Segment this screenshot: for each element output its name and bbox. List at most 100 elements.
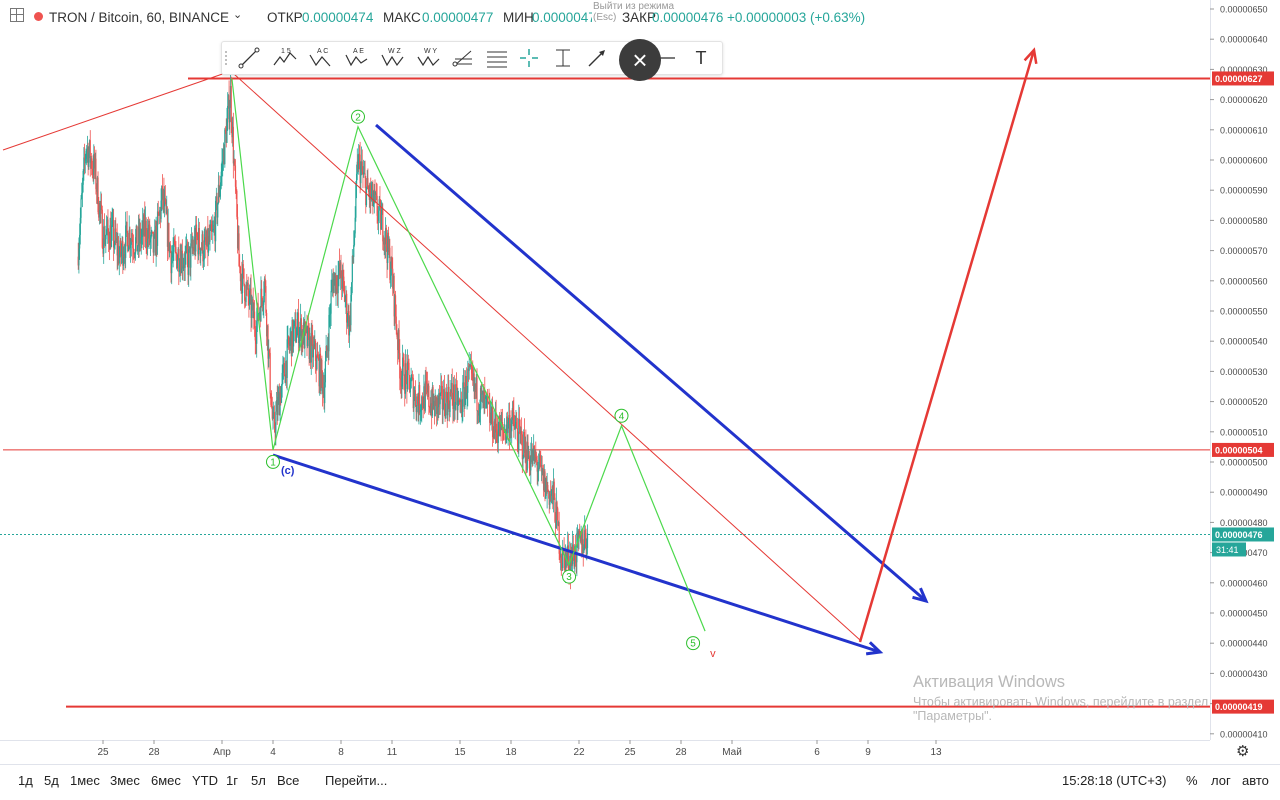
candle-body bbox=[417, 404, 419, 414]
close-button[interactable]: × bbox=[619, 39, 661, 81]
candle-body bbox=[123, 254, 125, 258]
candle-body bbox=[445, 391, 448, 399]
candle-body bbox=[550, 490, 552, 496]
candle-body bbox=[166, 210, 168, 214]
candle-body bbox=[82, 171, 84, 185]
candle-body bbox=[191, 239, 193, 249]
auto-scale-toggle[interactable]: авто bbox=[1242, 773, 1269, 788]
elliott-triple-combo-icon[interactable]: W Y bbox=[414, 44, 444, 72]
range-3m[interactable]: 3мес bbox=[110, 773, 140, 788]
candle-body bbox=[446, 398, 448, 416]
horizontal-line-icon[interactable] bbox=[652, 44, 682, 72]
log-scale-toggle[interactable]: лог bbox=[1211, 773, 1231, 788]
candle-body bbox=[212, 228, 215, 230]
clock-timezone[interactable]: 15:28:18 (UTC+3) bbox=[1062, 773, 1167, 788]
parallel-channel-icon[interactable] bbox=[482, 44, 512, 72]
elliott-triangle-icon[interactable]: A E bbox=[342, 44, 372, 72]
elliott-correction-icon[interactable]: A C bbox=[306, 44, 336, 72]
text-icon[interactable]: T bbox=[695, 47, 707, 68]
candle-body bbox=[171, 255, 174, 258]
candle-body bbox=[213, 224, 215, 229]
goto-date-button[interactable]: Перейти... bbox=[325, 773, 388, 788]
candle-body bbox=[511, 408, 514, 421]
candle-body bbox=[136, 225, 138, 252]
range-6m[interactable]: 6мес bbox=[151, 773, 181, 788]
symbol-title[interactable]: TRON / Bitcoin, 60, BINANCE bbox=[49, 10, 230, 25]
candle-body bbox=[380, 214, 382, 230]
range-1y[interactable]: 1г bbox=[226, 773, 238, 788]
candle-body bbox=[530, 449, 533, 457]
chevron-down-icon[interactable]: ⌄ bbox=[233, 9, 243, 21]
candle-body bbox=[491, 404, 493, 423]
candle-body bbox=[284, 375, 286, 383]
trend-line-icon[interactable] bbox=[234, 44, 264, 72]
candle-body bbox=[529, 468, 531, 471]
wave-point-label: 3 bbox=[566, 572, 572, 583]
drag-handle-icon[interactable] bbox=[224, 50, 228, 66]
candle-body bbox=[461, 411, 463, 413]
range-5y[interactable]: 5л bbox=[251, 773, 266, 788]
candle-body bbox=[462, 382, 464, 412]
candle-body bbox=[510, 424, 512, 432]
watermark-text: Чтобы активировать Windows, перейдите в … bbox=[913, 695, 1209, 723]
range-5d[interactable]: 5д bbox=[44, 773, 59, 788]
candle-body bbox=[305, 326, 307, 328]
candle-body bbox=[232, 126, 234, 138]
candle-body bbox=[573, 557, 575, 567]
fib-retracement-icon[interactable] bbox=[448, 44, 478, 72]
candle-body bbox=[170, 252, 172, 274]
candle-body bbox=[104, 239, 106, 245]
candle-body bbox=[538, 454, 540, 468]
candle-body bbox=[269, 352, 271, 394]
y-tick-label: 0.00000550 bbox=[1220, 307, 1268, 317]
candle-body bbox=[324, 382, 326, 404]
candle-body bbox=[450, 383, 453, 393]
elliott-double-combo-icon[interactable]: W Z bbox=[378, 44, 408, 72]
candle-body bbox=[219, 190, 221, 197]
candle-body bbox=[404, 363, 407, 394]
candle-body bbox=[465, 375, 467, 392]
candle-body bbox=[331, 279, 334, 283]
candle-body bbox=[166, 210, 169, 247]
candle-body bbox=[250, 288, 252, 318]
candle-body bbox=[268, 349, 270, 359]
candle-body bbox=[403, 360, 405, 390]
x-tick-label: 18 bbox=[505, 747, 517, 758]
candle-body bbox=[401, 375, 403, 387]
chart-menu-icon[interactable] bbox=[10, 8, 24, 22]
range-1m[interactable]: 1мес bbox=[70, 773, 100, 788]
candle-body bbox=[303, 322, 305, 349]
crosshair-icon[interactable] bbox=[514, 44, 544, 72]
x-tick-label: 11 bbox=[387, 747, 398, 758]
gear-icon[interactable]: ⚙ bbox=[1236, 743, 1250, 760]
candle-body bbox=[253, 311, 255, 319]
candle-body bbox=[426, 381, 428, 385]
candle-body bbox=[81, 193, 83, 199]
candle-body bbox=[453, 384, 455, 409]
candle-body bbox=[373, 189, 375, 202]
candle-body bbox=[267, 325, 269, 359]
y-tick-label: 0.00000410 bbox=[1220, 729, 1268, 739]
elliott-impulse-icon[interactable]: 1 5 bbox=[270, 44, 300, 72]
range-ytd[interactable]: YTD bbox=[192, 773, 218, 788]
candle-body bbox=[343, 285, 346, 302]
candle-body bbox=[406, 361, 409, 389]
close-dot-icon bbox=[34, 12, 43, 21]
y-tick-label: 0.00000640 bbox=[1220, 35, 1268, 45]
candle-body bbox=[343, 276, 345, 286]
candle-body bbox=[198, 227, 200, 249]
price-range-icon[interactable] bbox=[548, 44, 578, 72]
range-1d[interactable]: 1д bbox=[18, 773, 33, 788]
y-tick-label: 0.00000480 bbox=[1220, 518, 1268, 528]
candle-body bbox=[268, 349, 271, 353]
candle-body bbox=[523, 431, 525, 459]
range-all[interactable]: Все bbox=[277, 773, 300, 788]
percent-scale-toggle[interactable]: % bbox=[1186, 773, 1198, 788]
candle-body bbox=[418, 385, 420, 414]
arrow-icon[interactable] bbox=[582, 44, 612, 72]
candle-body bbox=[368, 189, 370, 192]
candle-body bbox=[512, 408, 514, 412]
y-tick-label: 0.00000500 bbox=[1220, 458, 1268, 468]
y-tick-label: 0.00000530 bbox=[1220, 367, 1268, 377]
